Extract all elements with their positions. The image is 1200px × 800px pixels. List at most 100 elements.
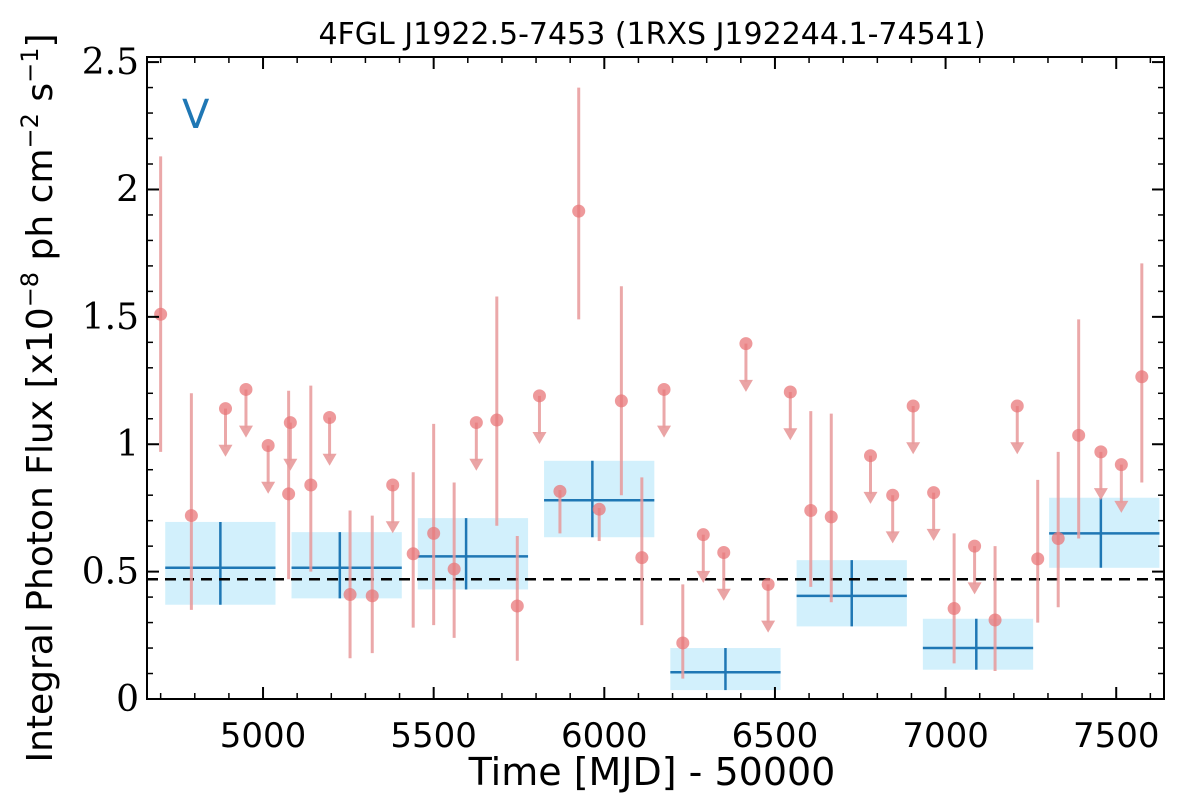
plot-frame bbox=[146, 56, 1165, 700]
upper-limit-point bbox=[532, 389, 546, 403]
upper-limit-arrow bbox=[783, 428, 798, 441]
y-label-unit-s: s bbox=[20, 83, 61, 113]
upper-limit-arrow bbox=[261, 481, 276, 494]
detection-point bbox=[282, 487, 296, 501]
detection-point bbox=[1031, 552, 1045, 566]
detection-point bbox=[490, 413, 504, 427]
upper-limit-point bbox=[696, 528, 710, 542]
detection-point bbox=[427, 526, 441, 540]
upper-limit-arrow bbox=[885, 531, 900, 544]
detection-point bbox=[184, 509, 198, 523]
upper-limit-arrow bbox=[218, 444, 233, 457]
detection-point bbox=[343, 588, 357, 602]
detection-point bbox=[510, 599, 524, 613]
upper-limit-arrow bbox=[863, 491, 878, 504]
upper-limit-point bbox=[1010, 399, 1024, 413]
detection-point bbox=[614, 394, 628, 408]
y-label-exponent-3: −1 bbox=[16, 48, 44, 83]
upper-limit-arrow bbox=[1093, 488, 1108, 501]
detection-point bbox=[572, 204, 586, 218]
detection-point bbox=[988, 613, 1002, 627]
upper-limit-arrow bbox=[1010, 442, 1025, 455]
detection-point bbox=[824, 510, 838, 524]
upper-limit-arrow bbox=[716, 588, 731, 601]
x-tick-label: 7000 bbox=[902, 716, 989, 756]
upper-limit-point bbox=[739, 337, 753, 351]
y-label-main: Integral Photon Flux [x10 bbox=[20, 307, 61, 762]
upper-limit-point bbox=[906, 399, 920, 413]
x-tick-label: 5000 bbox=[220, 716, 307, 756]
y-tick-label: 0 bbox=[116, 679, 139, 720]
y-tick-label: 2.5 bbox=[82, 42, 139, 83]
upper-limit-point bbox=[761, 577, 775, 591]
y-tick-label: 2 bbox=[116, 169, 139, 210]
bayesian-blocks bbox=[165, 460, 1160, 691]
upper-limit-point bbox=[927, 486, 941, 500]
y-axis-label: Integral Photon Flux [x10−8 ph cm−2 s−1] bbox=[16, 33, 61, 762]
detection-point bbox=[304, 478, 318, 492]
upper-limit-arrow bbox=[238, 425, 253, 438]
upper-limit-arrow bbox=[738, 379, 753, 392]
plot-area bbox=[146, 56, 1165, 700]
detection-point bbox=[1072, 428, 1086, 442]
upper-limit-arrow bbox=[1114, 500, 1129, 513]
upper-limit-arrow bbox=[385, 521, 400, 534]
y-tick-labels: 0 0.5 1 1.5 2 2.5 bbox=[82, 42, 139, 720]
y-label-close: ] bbox=[20, 33, 61, 47]
upper-limit-point bbox=[261, 439, 275, 453]
upper-limit-arrow bbox=[761, 620, 776, 633]
y-label-exponent-2: −2 bbox=[16, 113, 44, 148]
upper-limit-arrow bbox=[322, 453, 337, 466]
upper-limit-point bbox=[1094, 445, 1108, 459]
upper-limit-point bbox=[783, 385, 797, 399]
detection-point bbox=[947, 602, 961, 616]
upper-limit-point bbox=[717, 546, 731, 560]
upper-limit-arrow bbox=[469, 458, 484, 471]
upper-limit-point bbox=[886, 488, 900, 502]
x-tick-labels: 5000 5500 6000 6500 7000 7500 bbox=[220, 716, 1160, 756]
y-tick-label: 1 bbox=[116, 424, 139, 465]
x-axis-label: Time [MJD] - 50000 bbox=[468, 750, 836, 794]
x-tick-label: 5500 bbox=[390, 716, 477, 756]
detection-point bbox=[1051, 532, 1065, 545]
upper-limit-point bbox=[469, 416, 483, 430]
upper-limit-point bbox=[218, 402, 232, 416]
detection-point bbox=[676, 636, 690, 650]
y-label-unit-ph-cm: ph cm bbox=[20, 148, 61, 271]
detection-point bbox=[365, 589, 379, 603]
detection-point bbox=[406, 547, 420, 561]
chart-title: 4FGL J1922.5-7453 (1RXS J192244.1-74541) bbox=[318, 17, 985, 52]
detection-point bbox=[154, 307, 168, 321]
data-points bbox=[154, 204, 1149, 650]
y-label-exponent-1: −8 bbox=[16, 272, 44, 307]
upper-limit-point bbox=[657, 382, 671, 396]
upper-limit-arrow bbox=[696, 570, 711, 583]
upper-limit-point bbox=[283, 416, 297, 430]
upper-limit-arrow bbox=[532, 432, 547, 445]
upper-limit-arrow bbox=[967, 582, 982, 595]
block-uncertainty-band bbox=[291, 532, 402, 599]
upper-limit-point bbox=[864, 449, 878, 463]
upper-limit-point bbox=[968, 539, 982, 553]
axis-ticks bbox=[147, 57, 1164, 700]
upper-limit-arrow bbox=[657, 425, 672, 438]
block-uncertainty-band bbox=[922, 618, 1034, 670]
x-tick-label: 6000 bbox=[561, 716, 648, 756]
detection-point bbox=[635, 551, 649, 565]
detection-point bbox=[804, 503, 818, 517]
detection-point bbox=[553, 484, 567, 498]
upper-limit-arrow bbox=[906, 442, 921, 455]
x-tick-label: 7500 bbox=[1073, 716, 1160, 756]
upper-limit-arrow bbox=[926, 528, 941, 541]
upper-limit-point bbox=[239, 382, 253, 396]
upper-limit-arrow bbox=[283, 458, 298, 471]
upper-limit-point bbox=[1114, 458, 1128, 472]
x-tick-label: 6500 bbox=[732, 716, 819, 756]
detection-point bbox=[592, 502, 606, 516]
detection-point bbox=[1135, 370, 1149, 384]
upper-limit-point bbox=[323, 410, 337, 424]
y-tick-label: 0.5 bbox=[82, 552, 139, 593]
upper-limit-point bbox=[386, 478, 400, 492]
detection-point bbox=[447, 562, 461, 576]
